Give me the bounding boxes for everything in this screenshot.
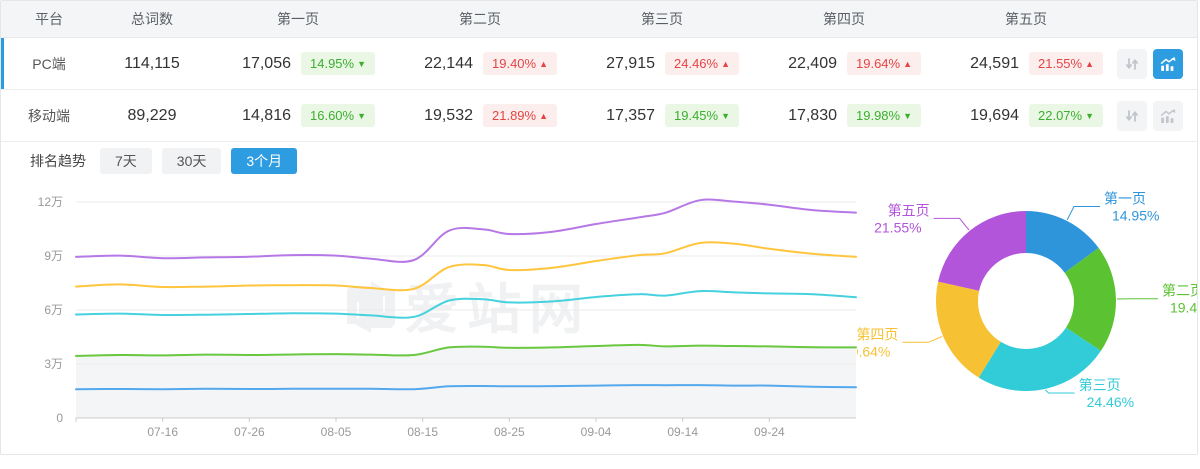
slice-name-第三页: 第三页 <box>1079 377 1121 393</box>
platform-label: 移动端 <box>28 107 70 124</box>
tab-7days[interactable]: 7天 <box>100 148 152 174</box>
keyword-rank-panel: 平台 总词数 第一页 第二页 第三页 第四页 第五页 PC端 114,115 1… <box>0 0 1198 455</box>
page2-count: 19,532 <box>424 106 473 124</box>
show-trend-chart-button[interactable] <box>1153 48 1183 79</box>
page3-count: 27,915 <box>606 54 655 72</box>
series-line-第五页(累计)[interactable] <box>75 198 857 263</box>
label-line-第四页 <box>902 336 943 343</box>
x-axis-label: 08-05 <box>321 425 352 439</box>
x-axis-label: 08-15 <box>407 425 438 439</box>
trend-arrow-icon: ▲ <box>539 111 549 121</box>
donut-slice-第二页[interactable] <box>1064 247 1116 351</box>
sort-compare-button[interactable] <box>1117 100 1147 131</box>
y-axis-label: 6万 <box>44 303 63 317</box>
y-axis-label: 9万 <box>44 249 63 263</box>
trend-arrow-icon: ▲ <box>539 59 549 69</box>
chart-icon <box>1160 56 1176 72</box>
area-fill <box>76 344 856 418</box>
trend-arrow-icon: ▼ <box>1085 111 1095 121</box>
slice-name-第一页: 第一页 <box>1104 190 1146 206</box>
donut-slice-第一页[interactable] <box>1026 211 1099 273</box>
trend-title: 排名趋势 <box>30 153 86 169</box>
page3-count: 17,357 <box>606 106 655 124</box>
tab-30days[interactable]: 30天 <box>161 148 222 174</box>
up-down-arrows-icon <box>1124 108 1140 124</box>
x-axis-label: 09-14 <box>667 425 698 439</box>
slice-pct-第四页: 19.64% <box>857 343 890 359</box>
total-words: 89,229 <box>127 106 177 124</box>
page1-change-badge: 14.95% ▼ <box>301 52 376 75</box>
col-header-page4: 第四页 <box>823 11 865 27</box>
page5-change-badge: 22.07% ▼ <box>1029 104 1104 127</box>
page5-count: 24,591 <box>970 54 1019 72</box>
slice-name-第五页: 第五页 <box>888 202 930 218</box>
page4-change-badge: 19.98% ▼ <box>847 104 922 127</box>
label-line-第五页 <box>933 217 970 231</box>
trend-arrow-icon: ▲ <box>721 59 731 69</box>
page2-change-badge: 19.40% ▲ <box>483 52 558 75</box>
page2-count: 22,144 <box>424 54 473 72</box>
col-header-total: 总词数 <box>131 11 173 27</box>
trend-arrow-icon: ▼ <box>721 111 731 121</box>
col-header-platform: 平台 <box>35 11 63 27</box>
trend-arrow-icon: ▲ <box>903 59 913 69</box>
col-header-page3: 第三页 <box>641 11 683 27</box>
x-axis-label: 07-26 <box>234 425 265 439</box>
page2-change-badge: 21.89% ▲ <box>483 104 558 127</box>
platform-label: PC端 <box>32 55 66 72</box>
table-row-mobile[interactable]: 移动端 89,229 14,816 16.60% ▼ 19,532 21.89% ▲… <box>1 90 1197 142</box>
page5-change-badge: 21.55% ▲ <box>1029 52 1104 75</box>
page1-change-badge: 16.60% ▼ <box>301 104 376 127</box>
sort-compare-button[interactable] <box>1117 48 1147 79</box>
page4-count: 22,409 <box>788 54 837 72</box>
x-axis-label: 09-04 <box>581 425 612 439</box>
slice-pct-第一页: 14.95% <box>1112 207 1159 223</box>
col-header-page5: 第五页 <box>1005 11 1047 27</box>
page4-count: 17,830 <box>788 106 837 124</box>
y-axis-label: 12万 <box>38 195 63 209</box>
series-line-第二页(累计)[interactable] <box>75 343 857 357</box>
trend-arrow-icon: ▼ <box>903 111 913 121</box>
chart-icon <box>1160 108 1176 124</box>
x-axis-label: 09-24 <box>754 425 785 439</box>
page4-change-badge: 19.64% ▲ <box>847 52 922 75</box>
series-line-第一页(累计)[interactable] <box>75 384 857 391</box>
label-line-第一页 <box>1066 206 1100 221</box>
x-axis-label: 07-16 <box>147 425 178 439</box>
donut-slice-第五页[interactable] <box>938 211 1026 291</box>
slice-pct-第二页: 19.4% <box>1170 300 1198 316</box>
col-header-page2: 第二页 <box>459 11 501 27</box>
table-header: 平台 总词数 第一页 第二页 第三页 第四页 第五页 <box>1 1 1197 38</box>
slice-pct-第三页: 24.46% <box>1087 394 1134 410</box>
slice-name-第二页: 第二页 <box>1162 283 1198 299</box>
page1-count: 14,816 <box>242 106 291 124</box>
tab-3months[interactable]: 3个月 <box>231 148 298 174</box>
slice-name-第四页: 第四页 <box>857 326 898 342</box>
trend-arrow-icon: ▲ <box>1085 59 1095 69</box>
label-line-第三页 <box>1045 389 1075 394</box>
series-line-第三页(累计)[interactable] <box>75 289 857 319</box>
table-row-pc[interactable]: PC端 114,115 17,056 14.95% ▼ 22,144 19.40%… <box>1 38 1197 90</box>
page1-count: 17,056 <box>242 54 291 72</box>
page3-change-badge: 19.45% ▼ <box>665 104 740 127</box>
donut-slice-第四页[interactable] <box>935 281 1001 378</box>
y-axis-label: 3万 <box>44 357 63 371</box>
slice-pct-第五页: 21.55% <box>874 219 921 235</box>
col-header-page1: 第一页 <box>277 11 319 27</box>
trend-toolbar: 排名趋势 7天 30天 3个月 <box>1 140 1197 182</box>
trend-arrow-icon: ▼ <box>357 111 367 121</box>
page3-change-badge: 24.46% ▲ <box>665 52 740 75</box>
y-axis-label: 0 <box>56 411 63 425</box>
donut-slice-第三页[interactable] <box>978 327 1101 392</box>
page5-count: 19,694 <box>970 106 1019 124</box>
show-trend-chart-button[interactable] <box>1153 100 1183 131</box>
trend-arrow-icon: ▼ <box>357 59 367 69</box>
total-words: 114,115 <box>124 54 180 72</box>
up-down-arrows-icon <box>1124 56 1140 72</box>
x-axis-label: 08-25 <box>494 425 525 439</box>
series-line-第四页(累计)[interactable] <box>75 241 857 292</box>
